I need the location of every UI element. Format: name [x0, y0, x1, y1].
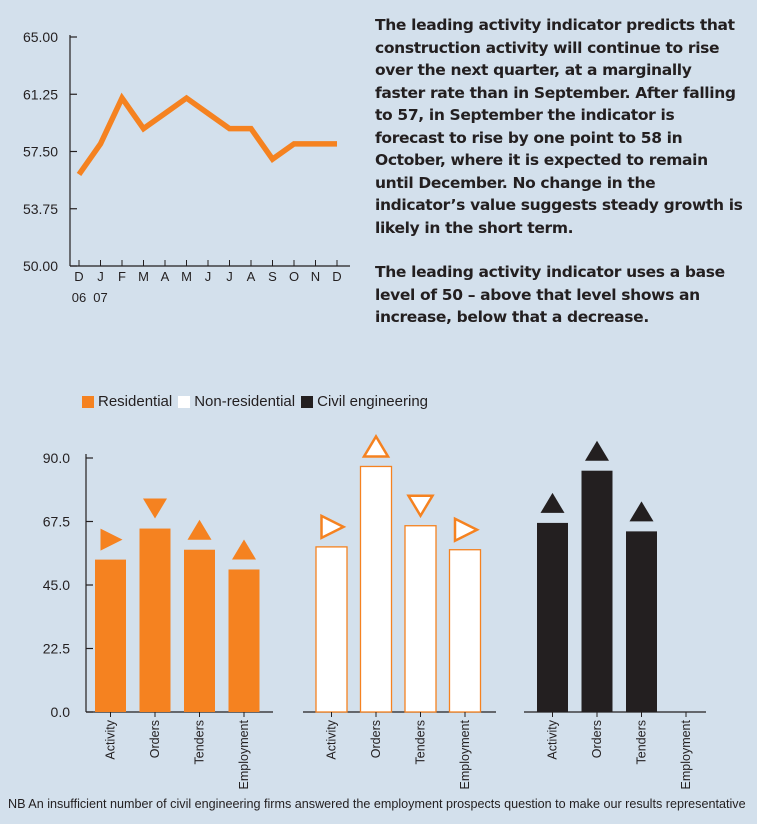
bar-y-tick-label: 90.0 [43, 450, 70, 466]
bar-category-label: Orders [590, 720, 604, 758]
trend-arrow-residential-employment [232, 539, 256, 560]
trend-arrow-non-residential-orders [361, 434, 391, 458]
bar-non-residential-employment [448, 549, 482, 713]
legend-swatch-civil-engineering [301, 395, 314, 408]
trend-arrow-non-residential-activity [320, 513, 347, 540]
line-y-tick-label: 50.00 [23, 258, 58, 274]
line-y-tick-label: 53.75 [23, 201, 58, 217]
bar-y-tick-label: 45.0 [43, 577, 70, 593]
bar-residential-tenders [184, 549, 215, 712]
bar-non-residential-tenders [404, 525, 437, 713]
bar-civil-engineering-orders [581, 470, 613, 712]
footnote: NB An insufficient number of civil engin… [8, 797, 746, 811]
trend-arrow-residential-activity [100, 528, 123, 551]
bar-residential-employment [228, 569, 260, 712]
line-x-tick-label: N [311, 269, 320, 284]
bar-category-label: Employment [679, 719, 693, 789]
line-x-tick-label: A [161, 269, 170, 284]
legend-label-non-residential: Non-residential [194, 393, 296, 410]
commentary-text: The leading activity indicator predicts … [375, 14, 745, 351]
commentary-paragraph-2: The leading activity indicator uses a ba… [375, 263, 725, 326]
bar-y-tick-label: 0.0 [51, 704, 71, 720]
bar-category-label: Orders [148, 720, 162, 758]
line-x-tick-label: M [181, 269, 192, 284]
line-x-tick-label: F [118, 269, 126, 284]
bar-chart-legend: Residential Non-residential Civil engine… [82, 393, 434, 410]
line-x-tick-label: D [74, 269, 83, 284]
line-x-tick-label: D [332, 269, 341, 284]
bar-civil-engineering-tenders [626, 531, 657, 712]
line-x-tick-label: J [226, 269, 233, 284]
bar-category-label: Employment [458, 719, 472, 789]
bar-y-tick-label: 67.5 [43, 514, 70, 530]
trend-arrow-residential-tenders [187, 519, 212, 540]
legend-item-residential: Residential [82, 393, 172, 410]
bar-category-label: Tenders [193, 720, 207, 764]
line-y-tick-label: 61.25 [23, 86, 58, 102]
line-y-tick-label: 65.00 [23, 29, 58, 45]
line-x-tick-label: J [205, 269, 212, 284]
line-year-label: 07 [93, 290, 107, 305]
legend-swatch-non-residential [178, 395, 191, 408]
line-x-tick-label: A [247, 269, 256, 284]
commentary-paragraph-1: The leading activity indicator predicts … [375, 16, 743, 237]
bar-civil-engineering-activity [537, 522, 568, 712]
trend-arrow-civil-engineering-orders [585, 440, 609, 461]
indicator-series-line [76, 92, 337, 176]
trend-arrow-civil-engineering-activity [540, 492, 565, 513]
line-y-tick-label: 57.50 [23, 144, 58, 160]
bar-category-label: Employment [237, 719, 251, 789]
trend-arrow-civil-engineering-tenders [629, 501, 654, 522]
legend-label-civil-engineering: Civil engineering [317, 393, 429, 410]
legend-item-civil-engineering: Civil engineering [301, 393, 428, 410]
line-x-tick-label: M [138, 269, 149, 284]
survey-bar-chart: 90.0 67.5 45.0 22.5 0.0 Activity Orders Tenders… [43, 434, 706, 789]
bar-category-label: Tenders [635, 720, 649, 764]
trend-arrow-residential-orders [143, 498, 167, 519]
legend-swatch-residential [82, 395, 94, 408]
bar-residential-orders [139, 528, 171, 712]
bar-y-tick-label: 22.5 [43, 641, 70, 657]
bar-category-label: Tenders [414, 720, 428, 764]
bar-category-label: Activity [104, 719, 118, 759]
line-x-tick-label: J [97, 269, 104, 284]
trend-arrow-non-residential-employment [453, 516, 480, 543]
trend-arrow-non-residential-tenders [406, 494, 435, 519]
bar-category-label: Activity [546, 719, 560, 759]
line-year-label: 06 [72, 290, 86, 305]
line-x-tick-label: S [268, 269, 277, 284]
bar-residential-activity [95, 559, 126, 712]
legend-item-non-residential: Non-residential [178, 393, 295, 410]
line-x-tick-label: O [289, 269, 299, 284]
bar-non-residential-activity [315, 546, 348, 713]
bar-non-residential-orders [359, 465, 393, 713]
legend-label-residential: Residential [98, 393, 173, 410]
bar-category-label: Activity [325, 719, 339, 759]
bar-category-label: Orders [369, 720, 383, 758]
